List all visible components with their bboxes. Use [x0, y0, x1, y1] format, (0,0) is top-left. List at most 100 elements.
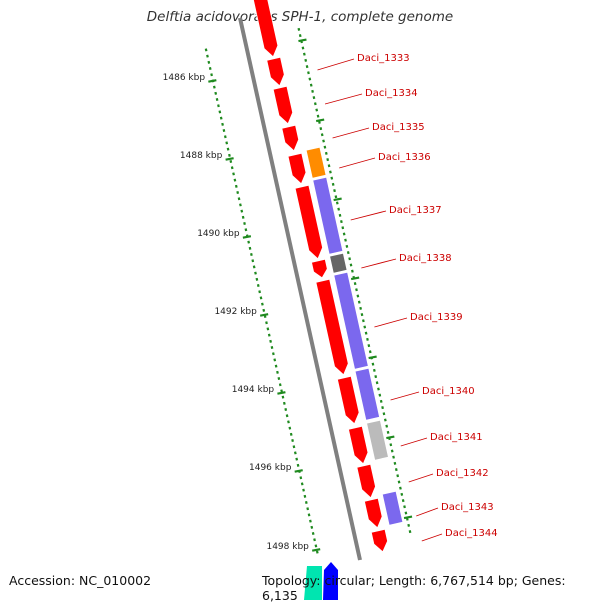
cds-arrow	[348, 425, 369, 465]
tick-dot	[219, 116, 223, 120]
tick-dot	[309, 519, 312, 523]
tick-dot	[262, 308, 266, 312]
light-gray-feature	[366, 419, 389, 461]
tick-dot	[252, 265, 256, 269]
tick-dot	[329, 170, 332, 174]
tick-dot	[385, 424, 389, 428]
tick-dot	[261, 302, 264, 306]
gene-label: Daci_1334	[365, 88, 418, 99]
major-tick	[225, 157, 234, 161]
major-tick	[368, 355, 377, 360]
tick-dot	[306, 507, 310, 511]
tick-dot	[322, 139, 325, 143]
tick-dot	[273, 358, 277, 362]
feature-layer	[253, 0, 404, 600]
scale-label: 1494 kbp	[232, 385, 275, 395]
tick-dot	[342, 232, 346, 236]
cds-arrow	[315, 278, 349, 376]
tick-dot	[208, 67, 212, 71]
tick-dot	[265, 321, 268, 325]
tick-dot	[299, 476, 303, 480]
tick-dot	[222, 129, 226, 133]
tick-dot	[375, 381, 379, 385]
gene-label: Daci_1341	[430, 432, 483, 443]
purple-feature	[354, 367, 381, 421]
tick-dot	[382, 412, 386, 416]
tick-dot	[389, 443, 393, 447]
callout-line	[374, 317, 408, 328]
tick-dot	[383, 418, 387, 422]
tick-dot	[269, 339, 272, 343]
tick-dot	[313, 538, 316, 542]
tick-dot	[360, 313, 364, 317]
tick-dot	[305, 65, 309, 69]
tick-dot	[392, 455, 395, 459]
purple-feature	[333, 271, 369, 370]
tick-dot	[340, 220, 343, 224]
tick-dot	[233, 178, 237, 182]
tick-dot	[400, 492, 404, 496]
tick-dot	[368, 350, 372, 354]
tick-dot	[256, 284, 260, 288]
cds-arrow	[287, 152, 307, 185]
tick-dot	[266, 327, 270, 331]
tick-dot	[278, 383, 282, 387]
tick-dot	[364, 331, 368, 335]
tick-dot	[394, 468, 398, 472]
tick-dot	[367, 344, 371, 348]
tick-dot	[243, 222, 246, 226]
scale-label: 1496 kbp	[249, 463, 292, 473]
purple-feature	[312, 176, 344, 255]
tick-dot	[324, 151, 328, 155]
tick-dot	[270, 346, 274, 350]
tick-dot	[277, 377, 281, 381]
topology-text: Topology: circular; Length: 6,767,514 bp…	[262, 573, 566, 603]
tick-dot	[371, 362, 375, 366]
tick-dot	[251, 259, 255, 263]
tick-dot	[377, 387, 380, 391]
tick-dot	[378, 393, 382, 397]
tick-dot	[293, 451, 297, 455]
tick-dot	[397, 480, 401, 484]
tick-dot	[291, 439, 294, 443]
cds-arrow	[336, 375, 360, 425]
tick-dot	[240, 209, 244, 213]
gene-label: Daci_1335	[372, 122, 425, 133]
tick-dot	[314, 544, 318, 548]
tick-dot	[223, 135, 227, 139]
tick-dot	[356, 294, 360, 298]
tick-dot	[372, 368, 376, 372]
tick-dot	[353, 282, 357, 286]
tick-dot	[399, 486, 402, 490]
gene-label: Daci_1342	[436, 468, 489, 479]
tick-dot	[207, 60, 211, 64]
major-tick	[259, 313, 269, 317]
tick-dot	[315, 108, 319, 112]
tick-dot	[345, 244, 349, 248]
major-tick	[350, 276, 360, 281]
tick-dot	[313, 102, 317, 106]
major-tick	[333, 197, 342, 202]
tick-dot	[210, 73, 213, 77]
tick-dot	[239, 203, 242, 207]
callout-line	[332, 127, 370, 139]
tick-dot	[408, 530, 412, 534]
cyan-feature	[304, 566, 322, 600]
scale-label: 1488 kbp	[180, 151, 223, 161]
tick-dot	[217, 104, 220, 108]
gene-label: Daci_1343	[441, 502, 494, 513]
tick-dot	[303, 494, 307, 498]
tick-dot	[311, 532, 315, 536]
tick-dot	[272, 352, 275, 356]
gene-label: Daci_1338	[399, 253, 452, 264]
gene-label: Daci_1340	[422, 386, 475, 397]
tick-dot	[218, 110, 222, 114]
major-tick	[298, 38, 307, 43]
tick-dot	[282, 401, 286, 405]
tick-dot	[204, 48, 208, 52]
cds-arrow	[272, 85, 294, 125]
tick-dot	[296, 463, 300, 467]
tick-dot	[338, 213, 342, 217]
gene-label: Daci_1339	[410, 312, 463, 323]
